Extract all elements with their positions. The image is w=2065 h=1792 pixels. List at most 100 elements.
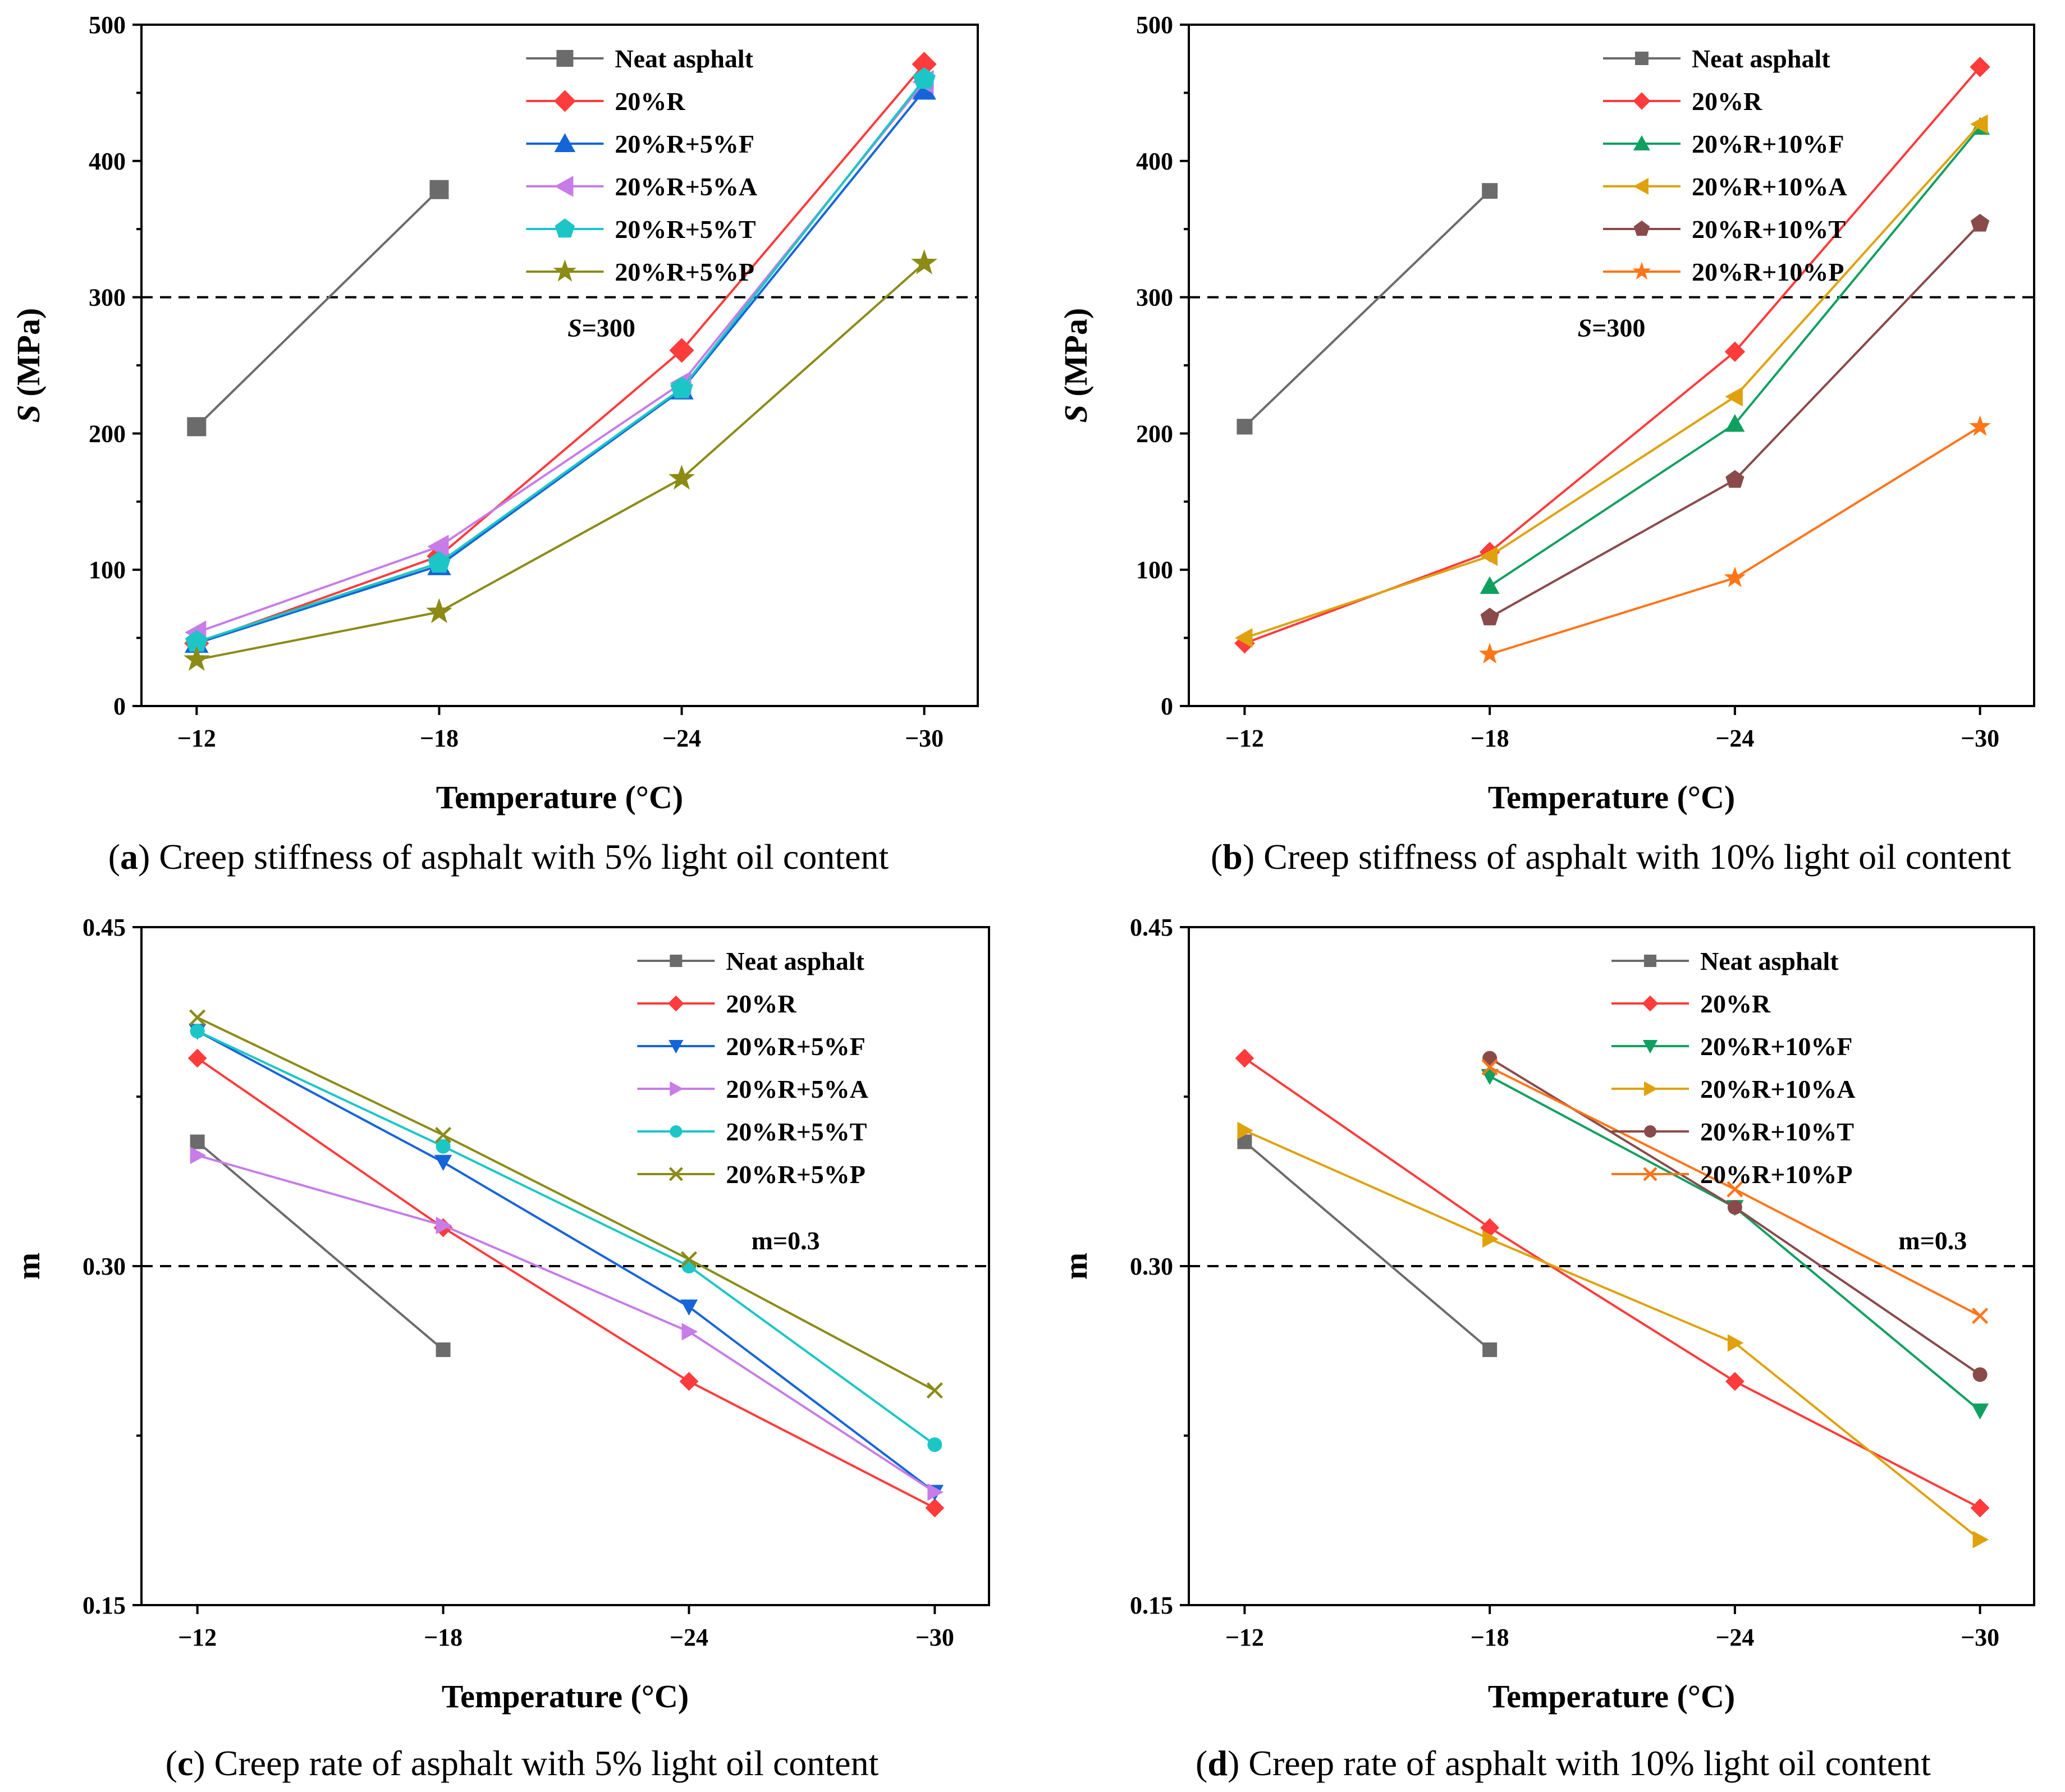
data-point <box>1972 1307 1989 1324</box>
series-20%R+10%A <box>1234 114 1988 648</box>
data-point <box>1234 628 1253 648</box>
legend-marker <box>554 133 576 152</box>
legend-marker <box>670 955 683 967</box>
series-line <box>195 189 440 428</box>
data-point <box>436 1216 452 1235</box>
data-point <box>1480 607 1499 626</box>
data-point <box>927 1483 944 1501</box>
series-line <box>196 1016 936 1392</box>
legend-marker <box>1633 178 1649 195</box>
data-point <box>428 551 451 573</box>
x-tick-label: −24 <box>1715 725 1754 752</box>
legend-label: 20%R+10%P <box>1692 258 1844 286</box>
reference-label: m=0.3 <box>752 1226 820 1255</box>
legend-label: Neat asphalt <box>1692 44 1830 73</box>
legend-marker <box>669 1040 684 1054</box>
series-line <box>196 262 925 661</box>
legend-marker <box>669 1167 683 1181</box>
x-tick-label: −30 <box>1961 725 1999 752</box>
data-point <box>912 78 936 100</box>
series-20%R <box>1234 57 1990 654</box>
legend-item: 20%R+10%P <box>1611 1160 1853 1189</box>
data-point <box>1237 1121 1253 1139</box>
data-point <box>1725 470 1745 488</box>
legend-marker <box>1632 262 1651 280</box>
data-point <box>1727 1200 1742 1215</box>
series-line <box>196 1057 936 1509</box>
legend-item: 20%R <box>1602 87 1762 116</box>
data-point <box>1727 1181 1743 1198</box>
x-axis-title: Temperature (°C) <box>436 779 683 815</box>
series-line <box>196 1030 936 1446</box>
series-20%R+10%A <box>1237 1121 1989 1548</box>
series-line <box>196 63 926 645</box>
data-point <box>185 630 208 652</box>
legend-label: Neat asphalt <box>1700 947 1839 975</box>
y-tick-label: 400 <box>89 148 126 175</box>
legend-label: 20%R+5%P <box>615 258 754 286</box>
data-point <box>1724 341 1746 362</box>
chart-a: 0 100 200 300 400 500 −12 −18 −24 −30 Temperature … <box>10 11 979 877</box>
chart-d: 0.15 0.30 0.45 −12 −18 −24 −30 Temperature (°C)… <box>1057 914 2035 1783</box>
legend-marker <box>1633 135 1650 150</box>
y-axis-title: m <box>1057 1253 1094 1280</box>
series-Neat asphalt <box>1237 183 1498 435</box>
series-20%R <box>1235 1048 1990 1518</box>
data-point <box>679 1372 699 1391</box>
data-point <box>1724 566 1746 588</box>
data-point <box>1970 1498 1990 1518</box>
series-line <box>1489 425 1981 656</box>
data-point <box>1482 1230 1499 1248</box>
legend-label: 20%R+5%P <box>726 1160 866 1189</box>
data-point <box>436 1139 451 1154</box>
legend-item: 20%R+10%F <box>1611 1032 1853 1061</box>
legend-label: 20%R+5%T <box>615 215 756 244</box>
data-point <box>927 1437 942 1452</box>
legend-label: 20%R+5%A <box>726 1075 868 1103</box>
series-line <box>196 89 926 645</box>
legend-marker <box>670 1125 683 1138</box>
data-point <box>1725 1372 1745 1391</box>
panel-caption: (a) Creep stiffness of asphalt with 5% l… <box>108 837 889 877</box>
legend: Neat asphalt 20%R 20%R+10%F 20%R+10%A 20%R+1… <box>1602 44 1847 286</box>
data-point <box>1725 387 1743 407</box>
y-tick-label: 100 <box>1136 556 1173 584</box>
y-tick-label: 200 <box>1136 420 1173 447</box>
legend-label: 20%R+5%T <box>726 1117 867 1146</box>
data-point <box>1235 1048 1254 1068</box>
x-tick-label: −12 <box>1225 725 1264 752</box>
reference-label: S=300 <box>567 314 635 342</box>
series-Neat asphalt <box>190 1134 451 1357</box>
x-tick-label: −18 <box>1471 1624 1509 1651</box>
data-point <box>427 534 449 559</box>
data-point <box>189 1009 206 1026</box>
y-axis-title: S (MPa) <box>1057 308 1094 423</box>
data-point <box>670 377 693 398</box>
legend-item: Neat asphalt <box>1611 947 1839 975</box>
x-tick-label: −24 <box>1715 1624 1754 1651</box>
series-20%R+5%T <box>190 1024 942 1452</box>
legend-item: 20%R <box>1611 989 1771 1018</box>
x-tick-label: −12 <box>177 725 216 752</box>
legend-item: 20%R <box>637 989 796 1018</box>
series-Neat asphalt <box>1237 1134 1498 1357</box>
legend-marker <box>555 218 575 238</box>
legend-label: 20%R <box>1700 989 1771 1018</box>
data-point <box>187 1048 207 1068</box>
series-Neat asphalt <box>187 180 449 437</box>
legend-label: 20%R <box>615 87 685 116</box>
series-20%R+10%P <box>1478 415 1991 664</box>
data-point <box>190 1147 207 1165</box>
x-tick-label: −12 <box>178 1624 217 1651</box>
data-point <box>429 180 449 199</box>
data-point <box>1482 183 1498 199</box>
data-point <box>1727 1334 1744 1352</box>
legend-marker <box>1633 92 1651 110</box>
y-tick-label: 500 <box>1136 11 1173 39</box>
y-tick-label: 0.15 <box>83 1592 126 1619</box>
series-line <box>1244 66 1981 645</box>
x-tick-label: −12 <box>1225 1624 1264 1651</box>
series-line <box>196 78 926 643</box>
data-point <box>436 1342 451 1357</box>
legend-item: 20%R+5%F <box>637 1032 866 1061</box>
